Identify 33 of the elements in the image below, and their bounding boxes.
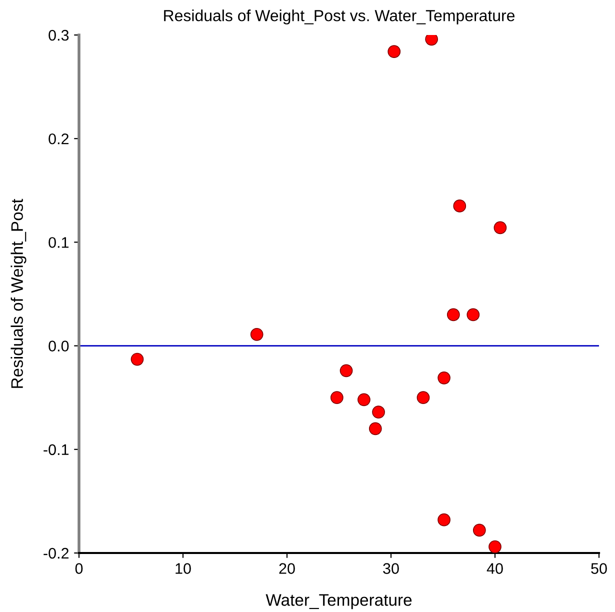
y-tick-label: 0.0	[48, 340, 69, 352]
point	[466, 308, 480, 322]
x-tick-label: 10	[176, 563, 191, 574]
point	[488, 540, 502, 553]
y-tick-label: 0.2	[48, 133, 69, 144]
y-tick-label: 0.1	[48, 237, 69, 248]
point	[372, 406, 385, 419]
x-axis-title: Water_Temperature	[266, 594, 412, 610]
point	[250, 328, 264, 341]
point	[358, 393, 370, 406]
point	[130, 352, 144, 366]
x-tick-label: 0	[75, 563, 83, 574]
point	[425, 35, 438, 46]
point	[416, 391, 430, 404]
x-tick-label: 20	[279, 563, 295, 574]
x-tick-label: 50	[591, 563, 607, 574]
point	[340, 364, 353, 378]
point	[438, 371, 450, 384]
y-axis-title: Residuals of Weight_Post	[10, 198, 26, 388]
x-tick-label: 30	[383, 563, 399, 574]
point	[472, 524, 486, 537]
y-tick-label: -0.1	[44, 444, 69, 456]
x-tick-label: 40	[486, 563, 503, 574]
point	[494, 221, 507, 234]
y-tick-label: -0.2	[44, 548, 69, 559]
point	[446, 308, 460, 322]
y-tick-label: 0.3	[48, 30, 69, 41]
point	[330, 391, 344, 404]
point	[453, 200, 466, 212]
point	[388, 45, 401, 58]
chart-title: Residuals of Weight_Post vs. Water_Temperature	[164, 10, 515, 24]
point	[368, 422, 382, 436]
point	[438, 513, 450, 526]
